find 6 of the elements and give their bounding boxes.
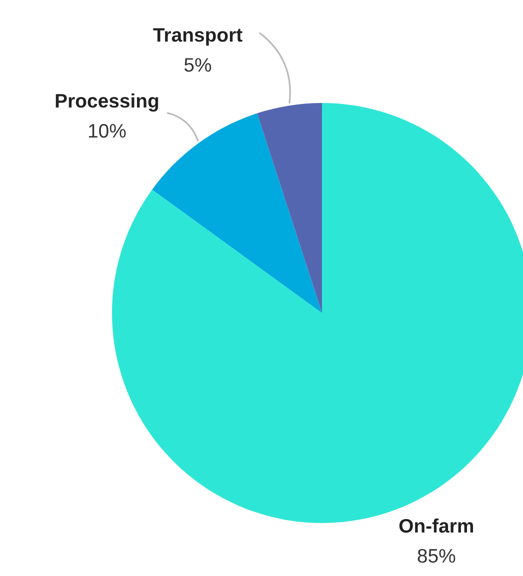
data-label: 10% (89, 124, 126, 138)
slice-label: On-farm (399, 518, 474, 533)
data-label: 85% (418, 548, 456, 563)
slice-label: Processing (56, 93, 158, 112)
data-label: 5% (184, 58, 212, 72)
slice-label: Transport (153, 28, 242, 46)
